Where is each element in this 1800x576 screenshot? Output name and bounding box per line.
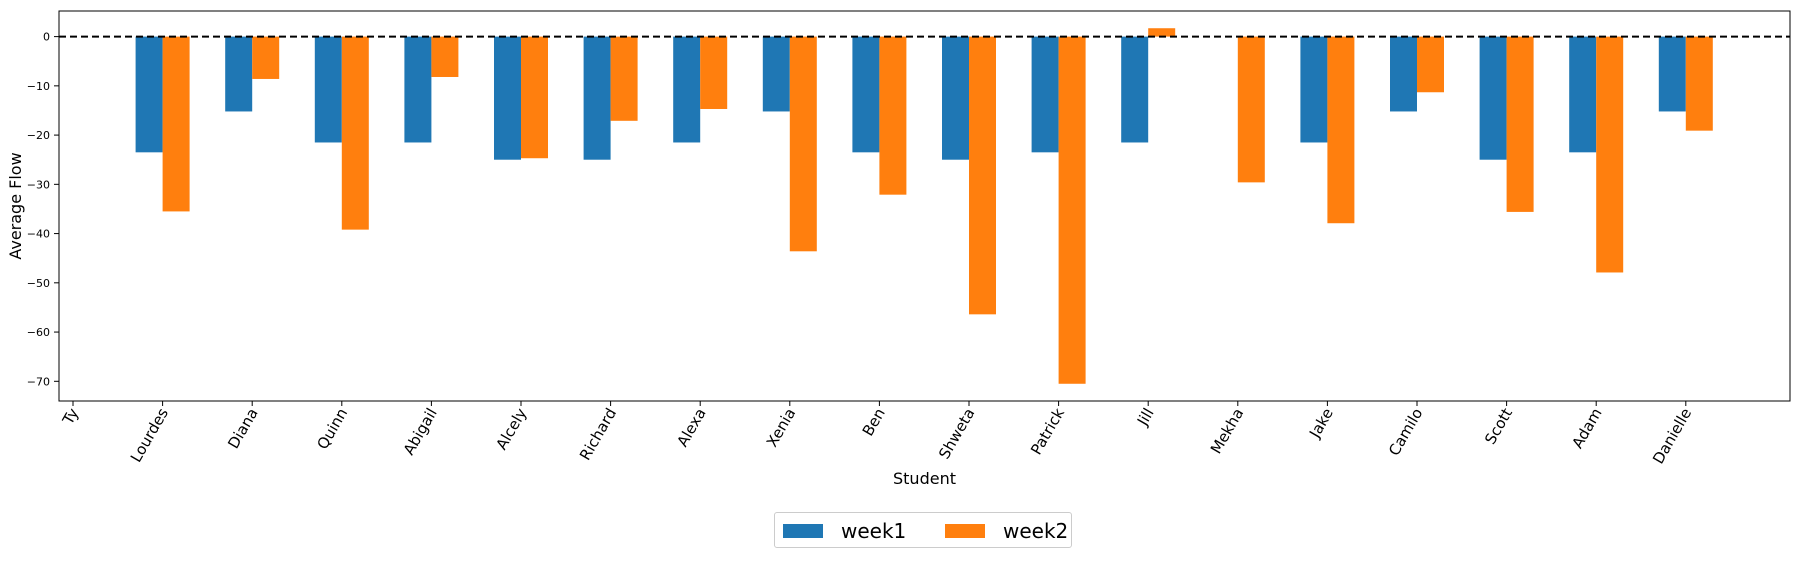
- bar-week1-abigail: [404, 36, 432, 143]
- x-tick-label-camilo: Camilo: [1385, 405, 1426, 459]
- bar-week2-danielle: [1685, 36, 1713, 131]
- bar-week2-lourdes: [162, 36, 190, 212]
- bar-week1-ben: [852, 36, 880, 153]
- bar-week2-camilo: [1417, 36, 1444, 93]
- bar-week2-quinn: [341, 36, 369, 230]
- bar-week1-diana: [225, 36, 253, 112]
- x-tick-label-adam: Adam: [1568, 405, 1605, 452]
- x-tick-label-lourdes: Lourdes: [127, 405, 172, 465]
- bar-week1-patrick: [1031, 36, 1059, 153]
- x-tick-label-mekha: Mekha: [1207, 405, 1247, 457]
- x-tick-label-ty: Ty: [59, 405, 83, 429]
- x-axis-label: Student: [893, 469, 956, 488]
- bar-week2-alexa: [700, 36, 728, 109]
- x-tick-label-alexa: Alexa: [673, 405, 709, 450]
- x-tick-label-jill: Jill: [1133, 405, 1158, 430]
- x-tick-label-scott: Scott: [1481, 405, 1516, 448]
- bar-week2-diana: [252, 36, 280, 79]
- bar-week2-ben: [879, 36, 907, 195]
- y-tick-label: −30: [27, 178, 50, 191]
- x-tick-label-jake: Jake: [1305, 405, 1337, 442]
- bar-week2-adam: [1596, 36, 1624, 273]
- bar-week2-scott: [1506, 36, 1534, 212]
- y-axis-label: Average Flow: [6, 152, 25, 259]
- plot-frame: [58, 10, 1791, 402]
- bar-week1-richard: [583, 36, 611, 160]
- bar-week2-xenia: [789, 36, 817, 252]
- bar-week1-adam: [1569, 36, 1597, 153]
- y-tick-label: −40: [27, 228, 50, 241]
- x-tick-label-shweta: Shweta: [935, 405, 978, 462]
- x-tick-label-danielle: Danielle: [1649, 405, 1695, 467]
- x-tick-label-quinn: Quinn: [313, 405, 351, 453]
- bar-week2-patrick: [1058, 36, 1086, 384]
- x-tick-label-patrick: Patrick: [1027, 405, 1068, 458]
- y-axis-ticks: 0 −10 −20 −30 −40 −50 −60 −70: [27, 31, 59, 388]
- bar-week2-mekha: [1237, 36, 1265, 183]
- x-tick-label-alcely: Alcely: [492, 405, 530, 453]
- y-tick-label: −10: [27, 80, 50, 93]
- legend-swatch-week2: [945, 524, 985, 538]
- y-tick-label: −50: [27, 277, 50, 290]
- bars-layer: [135, 28, 1713, 384]
- bar-week1-alexa: [673, 36, 701, 143]
- bar-week1-jill: [1121, 36, 1149, 143]
- x-tick-label-xenia: Xenia: [763, 405, 799, 450]
- x-tick-label-ben: Ben: [859, 405, 889, 439]
- bar-week2-jake: [1327, 36, 1355, 224]
- bar-week2-alcely: [521, 36, 548, 159]
- bar-week1-jake: [1300, 36, 1328, 143]
- bar-week2-richard: [610, 36, 638, 121]
- y-tick-label: −20: [27, 129, 50, 142]
- legend-swatch-week1: [783, 524, 823, 538]
- y-tick-label: −60: [27, 326, 50, 339]
- bar-week1-shweta: [942, 36, 969, 160]
- bar-week2-shweta: [969, 36, 996, 315]
- x-tick-label-richard: Richard: [576, 405, 620, 463]
- bar-week1-lourdes: [135, 36, 163, 153]
- legend: week1 week2: [774, 512, 1072, 548]
- bar-week1-danielle: [1658, 36, 1686, 112]
- x-tick-label-diana: Diana: [224, 405, 261, 452]
- y-tick-label: 0: [43, 31, 50, 44]
- bar-week1-camilo: [1390, 36, 1417, 112]
- legend-label-week2: week2: [1003, 519, 1069, 543]
- bar-week1-quinn: [314, 36, 342, 143]
- bar-week1-alcely: [494, 36, 521, 160]
- bar-week1-scott: [1479, 36, 1507, 160]
- bar-week2-jill: [1148, 28, 1176, 37]
- legend-label-week1: week1: [841, 519, 907, 543]
- bar-week1-xenia: [762, 36, 790, 112]
- x-tick-label-abigail: Abigail: [400, 405, 441, 458]
- x-axis-ticks: Ty Lourdes Diana Quinn Abigail Alcely Richard A…: [59, 401, 1695, 467]
- y-tick-label: −70: [27, 375, 50, 388]
- bar-week2-abigail: [431, 36, 459, 77]
